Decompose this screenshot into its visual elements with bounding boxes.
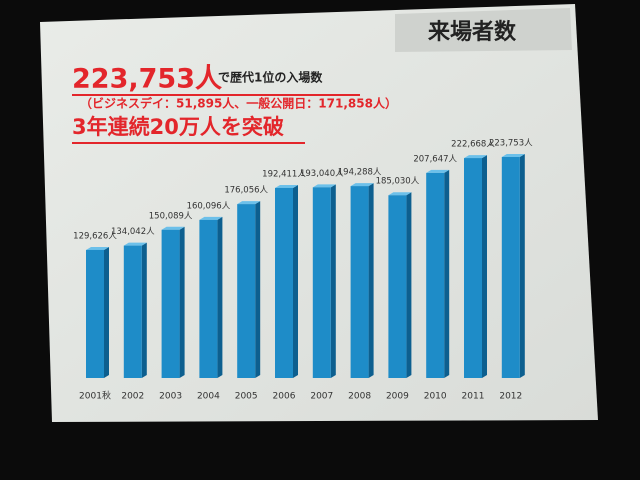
- bar-side: [104, 246, 109, 378]
- headline: 223,753人: [72, 64, 222, 95]
- x-tick-label: 2004: [197, 392, 220, 402]
- bar-top: [388, 192, 412, 196]
- chart-title: 来場者数: [427, 19, 517, 45]
- value-label: 207,647人: [413, 154, 457, 164]
- x-tick-label: 2006: [273, 392, 296, 402]
- value-label: 222,668人: [451, 140, 495, 150]
- bar: [123, 245, 142, 378]
- bar: [237, 204, 256, 378]
- bar-side: [482, 155, 487, 378]
- x-tick-label: 2011: [462, 392, 485, 402]
- value-label: 176,056人: [224, 186, 268, 196]
- value-label: 223,753人: [489, 139, 533, 149]
- x-tick-label: 2001秋: [79, 390, 111, 402]
- bar: [350, 186, 369, 378]
- bar: [275, 187, 293, 378]
- bar-top: [312, 184, 336, 188]
- bar: [426, 172, 445, 378]
- x-tick-label: 2005: [235, 392, 258, 402]
- bar-side: [444, 169, 450, 378]
- bar-side: [217, 216, 223, 378]
- title-band: [395, 8, 572, 52]
- bar-side: [519, 154, 525, 378]
- bar-top: [501, 154, 525, 157]
- value-label: 185,030人: [376, 177, 420, 187]
- bar-top: [199, 216, 223, 220]
- value-label: 192,411人: [262, 169, 306, 179]
- bar-side: [368, 183, 374, 378]
- x-tick-label: 2009: [386, 392, 409, 402]
- bar: [86, 249, 104, 378]
- value-label: 193,040人: [300, 169, 344, 179]
- bar-side: [330, 184, 336, 378]
- subheadline: 3年連続20万人を突破: [72, 115, 284, 139]
- bar-side: [255, 201, 261, 378]
- bar-top: [275, 184, 298, 188]
- note: （ビジネスデイ：51,895人、一般公開日：171,858人）: [80, 96, 397, 111]
- bar-top: [350, 183, 374, 187]
- headline-suffix: で歴代1位の入場数: [218, 70, 323, 85]
- value-label: 194,288人: [338, 168, 382, 178]
- bar-side: [179, 226, 185, 378]
- x-tick-label: 2012: [499, 392, 522, 402]
- bar-top: [161, 226, 185, 230]
- bar: [161, 229, 180, 378]
- value-label: 160,096人: [187, 201, 231, 211]
- bar-top: [123, 242, 147, 246]
- x-tick-label: 2008: [348, 392, 371, 402]
- x-tick-label: 2003: [159, 392, 182, 402]
- bar-side: [406, 192, 412, 378]
- bar-top: [86, 246, 109, 250]
- bar-top: [426, 169, 450, 173]
- bar-side: [293, 184, 298, 378]
- value-label: 129,626人: [73, 231, 117, 241]
- bar: [199, 219, 218, 378]
- bar-top: [237, 201, 261, 205]
- x-tick-label: 2010: [424, 392, 447, 402]
- value-label: 134,042人: [111, 227, 155, 237]
- bar: [388, 195, 407, 378]
- x-tick-label: 2007: [310, 392, 333, 402]
- bar-side: [141, 242, 147, 378]
- x-tick-label: 2002: [121, 392, 144, 402]
- bar: [501, 157, 520, 378]
- bar: [312, 187, 331, 378]
- bar-top: [464, 155, 487, 159]
- value-label: 150,089人: [149, 211, 193, 221]
- bar: [464, 158, 482, 378]
